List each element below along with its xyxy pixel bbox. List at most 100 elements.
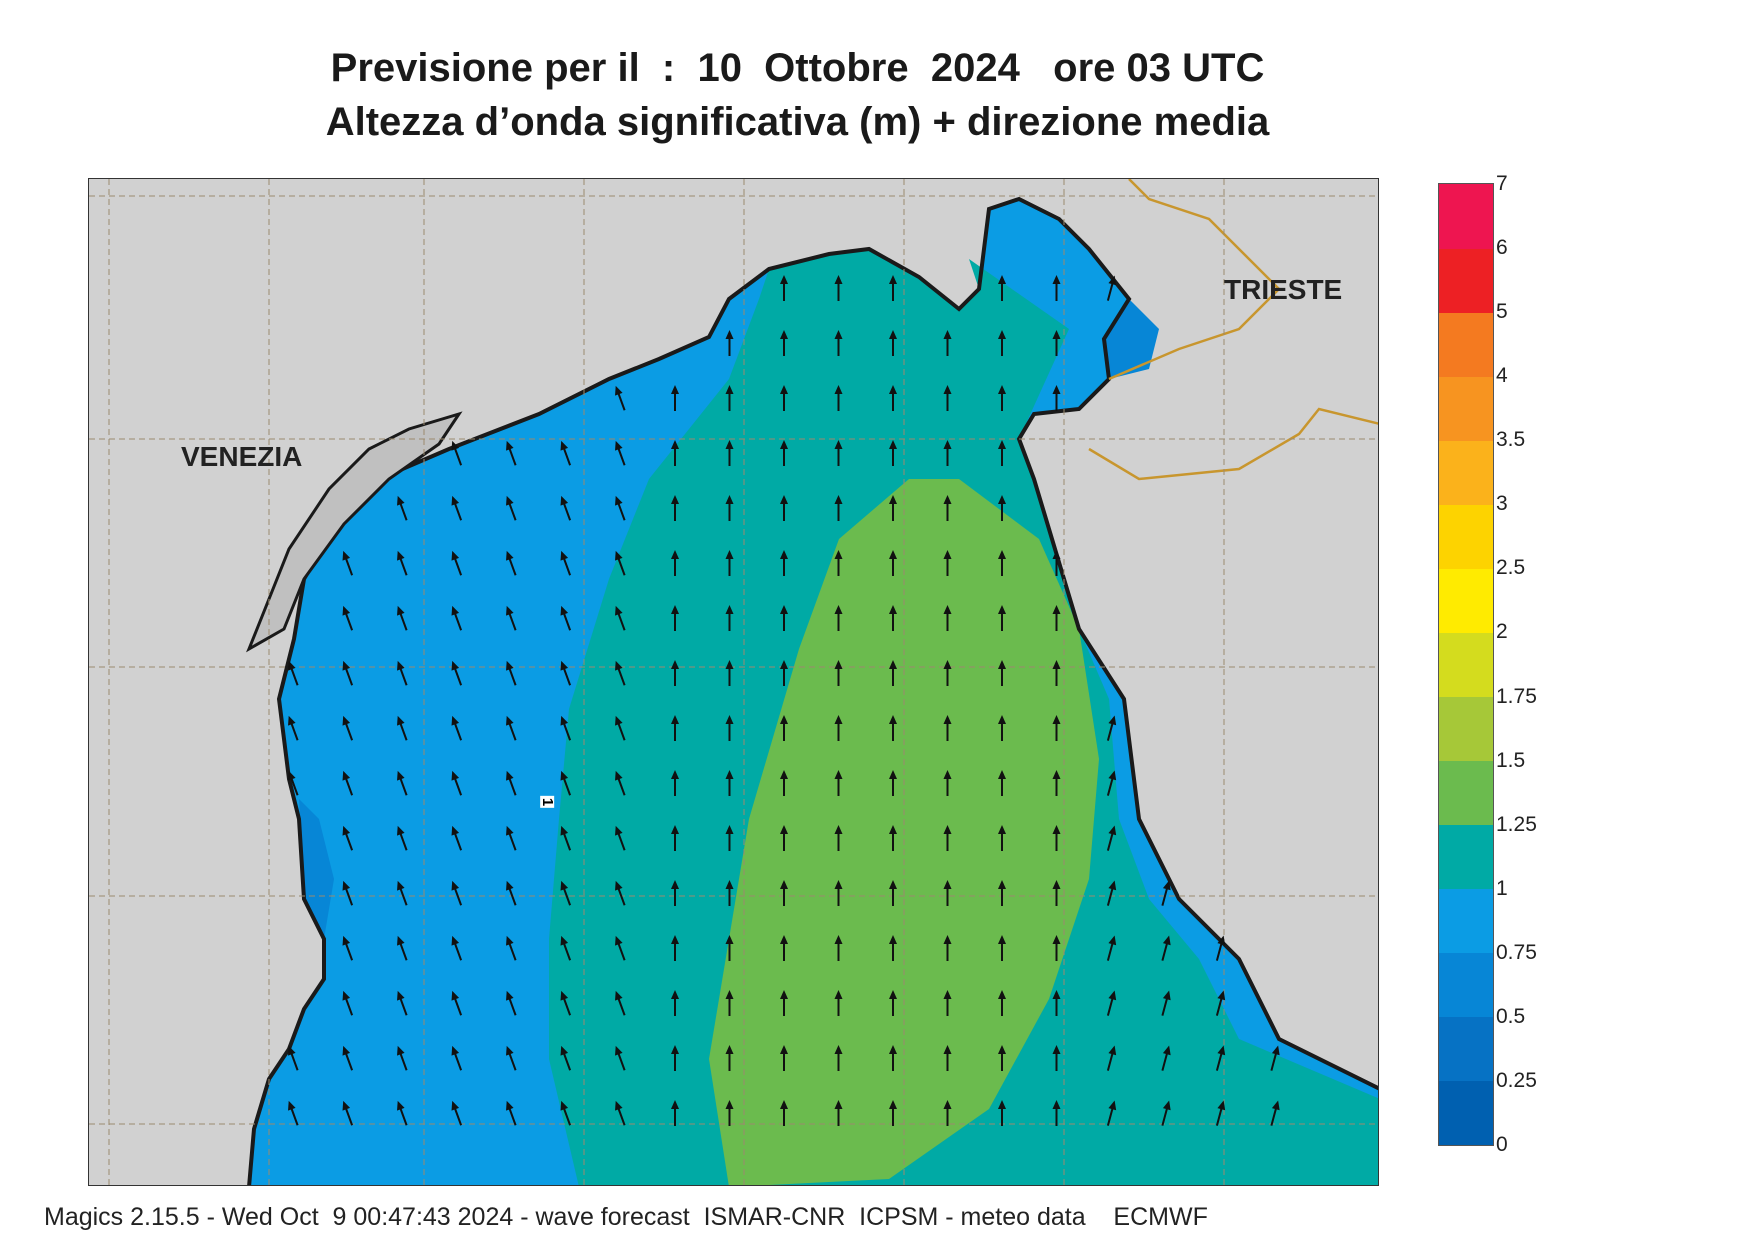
legend-swatch bbox=[1439, 184, 1493, 249]
wave-arrow bbox=[615, 1100, 626, 1126]
wave-arrow bbox=[560, 715, 572, 741]
wave-arrow bbox=[889, 1045, 897, 1071]
wave-arrow bbox=[451, 715, 463, 741]
wave-arrow bbox=[943, 825, 952, 851]
wave-arrow bbox=[943, 550, 952, 576]
legend-swatch bbox=[1439, 568, 1493, 633]
wave-arrow bbox=[615, 660, 626, 686]
wave-arrow bbox=[998, 1100, 1006, 1126]
wave-arrow bbox=[397, 1100, 408, 1126]
wave-arrow bbox=[506, 495, 517, 521]
wave-arrow bbox=[998, 770, 1006, 796]
wave-arrow bbox=[451, 1100, 463, 1126]
wave-arrow bbox=[451, 440, 463, 466]
wave-arrow bbox=[998, 385, 1006, 411]
legend-tick-label: 0 bbox=[1496, 1133, 1508, 1156]
wave-arrow bbox=[725, 605, 734, 631]
wave-arrow bbox=[834, 385, 843, 411]
wave-arrow bbox=[288, 715, 299, 741]
wave-arrow bbox=[1106, 880, 1117, 906]
wave-arrow bbox=[671, 715, 679, 741]
legend-swatch bbox=[1439, 824, 1493, 890]
wave-arrow bbox=[397, 935, 408, 961]
city-label-venezia: VENEZIA bbox=[181, 441, 303, 472]
wave-arrow bbox=[451, 550, 463, 576]
map-title-line1: Previsione per il : 10 Ottobre 2024 ore … bbox=[330, 46, 1265, 90]
wave-arrow bbox=[506, 440, 517, 466]
legend-tick-label: 0.75 bbox=[1496, 940, 1537, 964]
wave-arrow bbox=[889, 660, 897, 686]
wave-arrow bbox=[725, 385, 734, 411]
wave-arrow bbox=[1106, 715, 1117, 741]
wave-arrow bbox=[1052, 1100, 1061, 1126]
wave-arrow bbox=[1052, 825, 1061, 851]
legend-tick-label: 2.5 bbox=[1496, 556, 1526, 580]
wave-arrow bbox=[671, 1045, 679, 1071]
wave-arrow bbox=[342, 825, 354, 851]
wave-arrow bbox=[615, 935, 626, 961]
wave-arrow bbox=[506, 825, 517, 851]
wave-direction-arrows bbox=[288, 275, 1280, 1126]
wave-arrow bbox=[1052, 1045, 1061, 1071]
wave-arrow bbox=[834, 330, 843, 356]
wave-arrow bbox=[943, 880, 952, 906]
wave-arrow bbox=[506, 990, 517, 1016]
wave-arrow bbox=[1106, 275, 1117, 301]
wave-arrow bbox=[397, 605, 408, 631]
wave-arrow bbox=[889, 275, 897, 301]
wave-arrow bbox=[671, 550, 679, 576]
wave-arrow bbox=[725, 495, 734, 521]
wave-arrow bbox=[342, 880, 354, 906]
wave-arrow bbox=[943, 605, 952, 631]
map-grid bbox=[89, 179, 1378, 1185]
wave-arrow bbox=[615, 1045, 626, 1071]
wave-arrow bbox=[780, 495, 788, 521]
wave-arrow bbox=[560, 1100, 572, 1126]
wave-arrow bbox=[342, 660, 354, 686]
wave-arrow bbox=[998, 715, 1006, 741]
wave-arrow bbox=[834, 275, 843, 301]
wave-arrow bbox=[834, 605, 843, 631]
wave-arrow bbox=[998, 880, 1006, 906]
wave-arrow bbox=[1270, 1045, 1280, 1071]
wave-arrow bbox=[288, 1100, 299, 1126]
wave-arrow bbox=[560, 440, 572, 466]
wave-arrow bbox=[998, 495, 1006, 521]
wave-arrow bbox=[506, 605, 517, 631]
wave-arrow bbox=[560, 550, 572, 576]
wave-arrow bbox=[615, 495, 626, 521]
wave-arrow bbox=[397, 715, 408, 741]
wave-arrow bbox=[725, 330, 734, 356]
wave-arrow bbox=[1052, 880, 1061, 906]
wave-arrow bbox=[780, 825, 788, 851]
legend-swatch bbox=[1439, 440, 1493, 505]
wave-arrow bbox=[342, 715, 354, 741]
wave-arrow bbox=[451, 880, 463, 906]
legend-swatch bbox=[1439, 312, 1493, 377]
contour-label: 1 bbox=[539, 795, 557, 809]
legend-swatch bbox=[1439, 1080, 1493, 1146]
wave-arrow bbox=[397, 1045, 408, 1071]
wave-arrow bbox=[889, 440, 897, 466]
legend-tick-label: 1.25 bbox=[1496, 812, 1537, 836]
wave-arrow bbox=[560, 660, 572, 686]
wave-arrow bbox=[998, 1045, 1006, 1071]
wave-arrow bbox=[1215, 1100, 1226, 1126]
wave-arrow bbox=[1106, 770, 1117, 796]
wave-arrow bbox=[834, 990, 843, 1016]
wave-arrow bbox=[1215, 990, 1226, 1016]
wave-arrow bbox=[615, 770, 626, 796]
wave-arrow bbox=[506, 770, 517, 796]
legend-swatch bbox=[1439, 248, 1493, 313]
wave-arrow bbox=[506, 550, 517, 576]
wave-arrow bbox=[998, 990, 1006, 1016]
wave-arrow bbox=[1052, 660, 1061, 686]
wave-arrow bbox=[451, 660, 463, 686]
wave-height-map: 1 VENEZIA TRIESTE bbox=[88, 178, 1379, 1186]
wave-arrow bbox=[1052, 550, 1061, 576]
wave-arrow bbox=[671, 660, 679, 686]
wave-arrow bbox=[1106, 1100, 1117, 1126]
wave-arrow bbox=[451, 495, 463, 521]
legend-tick-label: 2 bbox=[1496, 620, 1508, 644]
wave-arrow bbox=[780, 440, 788, 466]
